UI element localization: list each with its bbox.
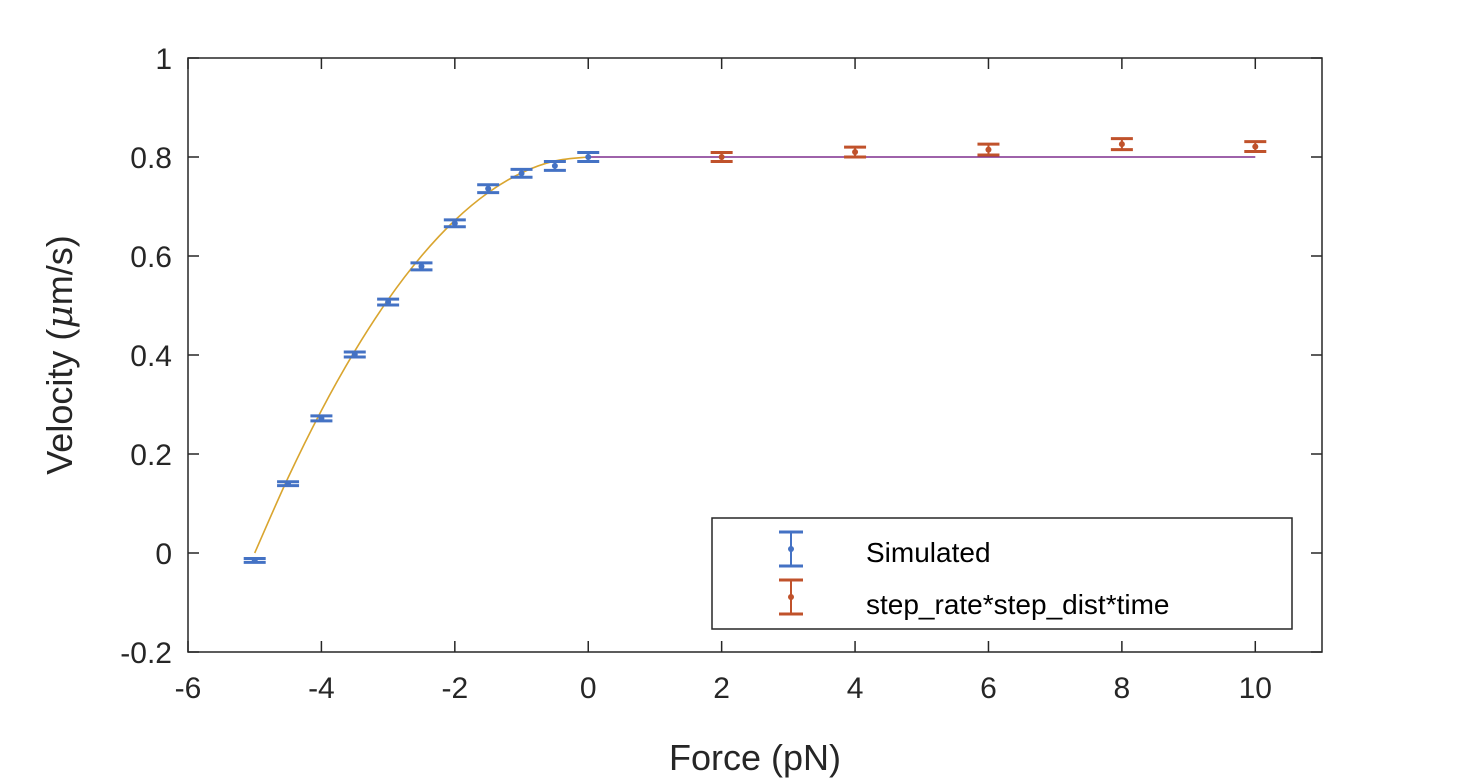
x-tick-label: 0 (580, 672, 597, 705)
data-point (852, 149, 859, 156)
x-tick-label: 10 (1239, 672, 1272, 705)
legend-dot (788, 594, 794, 600)
x-tick-label: 4 (847, 672, 864, 705)
x-axis-label: Force (pN) (669, 737, 841, 778)
errorbar-point-s0-4 (377, 297, 400, 307)
y-tick-label: 1 (155, 43, 172, 76)
data-point (451, 220, 458, 227)
y-axis-label: Velocity (μm/s) (39, 235, 81, 474)
legend-marker-step-rate (779, 578, 803, 616)
y-tick-label: 0.6 (130, 241, 172, 274)
x-tick-label: 2 (713, 672, 730, 705)
x-tick-label: 6 (980, 672, 997, 705)
data-point (251, 557, 258, 564)
legend-marker-simulated (779, 530, 803, 568)
x-tick-label: 8 (1114, 672, 1131, 705)
errorbar-point-s0-1 (277, 480, 300, 488)
data-point (385, 299, 392, 306)
errorbar-point-s0-10 (577, 151, 600, 163)
errorbar-point-s1-4 (1244, 140, 1267, 154)
errorbar-point-s0-9 (543, 159, 566, 172)
errorbar-point-s1-2 (977, 142, 1000, 157)
data-point (985, 146, 992, 153)
y-tick-label: -0.2 (120, 637, 172, 670)
data-point (318, 415, 325, 422)
data-point (485, 185, 492, 192)
data-point (418, 263, 425, 270)
data-point (518, 170, 525, 177)
legend-dot (788, 546, 794, 552)
errorbar-point-s1-3 (1110, 137, 1133, 152)
legend-label-step-rate: step_rate*step_dist*time (866, 589, 1170, 620)
data-point (1252, 143, 1259, 150)
legend: Simulated step_rate*step_dist*time (711, 517, 1293, 630)
errorbar-point-s0-7 (477, 183, 500, 195)
y-tick-label: 0.4 (130, 340, 172, 373)
data-point (1118, 141, 1125, 148)
legend-label-simulated: Simulated (866, 537, 991, 568)
legend-box (711, 517, 1293, 630)
errorbar-point-s1-0 (710, 151, 733, 163)
y-tick-label: 0 (155, 538, 172, 571)
errorbar-point-s0-0 (243, 556, 266, 564)
x-tick-label: -2 (441, 672, 468, 705)
errorbar-point-s0-5 (410, 261, 433, 272)
errorbar-point-s0-3 (343, 350, 366, 359)
data-series (243, 137, 1267, 564)
data-point (285, 480, 292, 487)
y-tick-label: 0.2 (130, 439, 172, 472)
y-tick-label: 0.8 (130, 142, 172, 175)
errorbar-point-s0-8 (510, 167, 533, 179)
errorbar-point-s1-1 (844, 145, 867, 159)
data-point (551, 162, 558, 169)
data-point (585, 154, 592, 160)
y-axis-ticks: -0.2 0 0.2 0.4 0.6 0.8 1 (120, 43, 1322, 670)
data-point (718, 154, 725, 160)
x-tick-label: -4 (308, 672, 335, 705)
x-axis-ticks: -6 -4 -2 0 2 4 6 8 10 (175, 58, 1272, 705)
errorbar-point-s0-6 (443, 218, 466, 229)
x-tick-label: -6 (175, 672, 202, 705)
errorbar-point-s0-2 (310, 414, 333, 423)
data-point (351, 351, 358, 358)
